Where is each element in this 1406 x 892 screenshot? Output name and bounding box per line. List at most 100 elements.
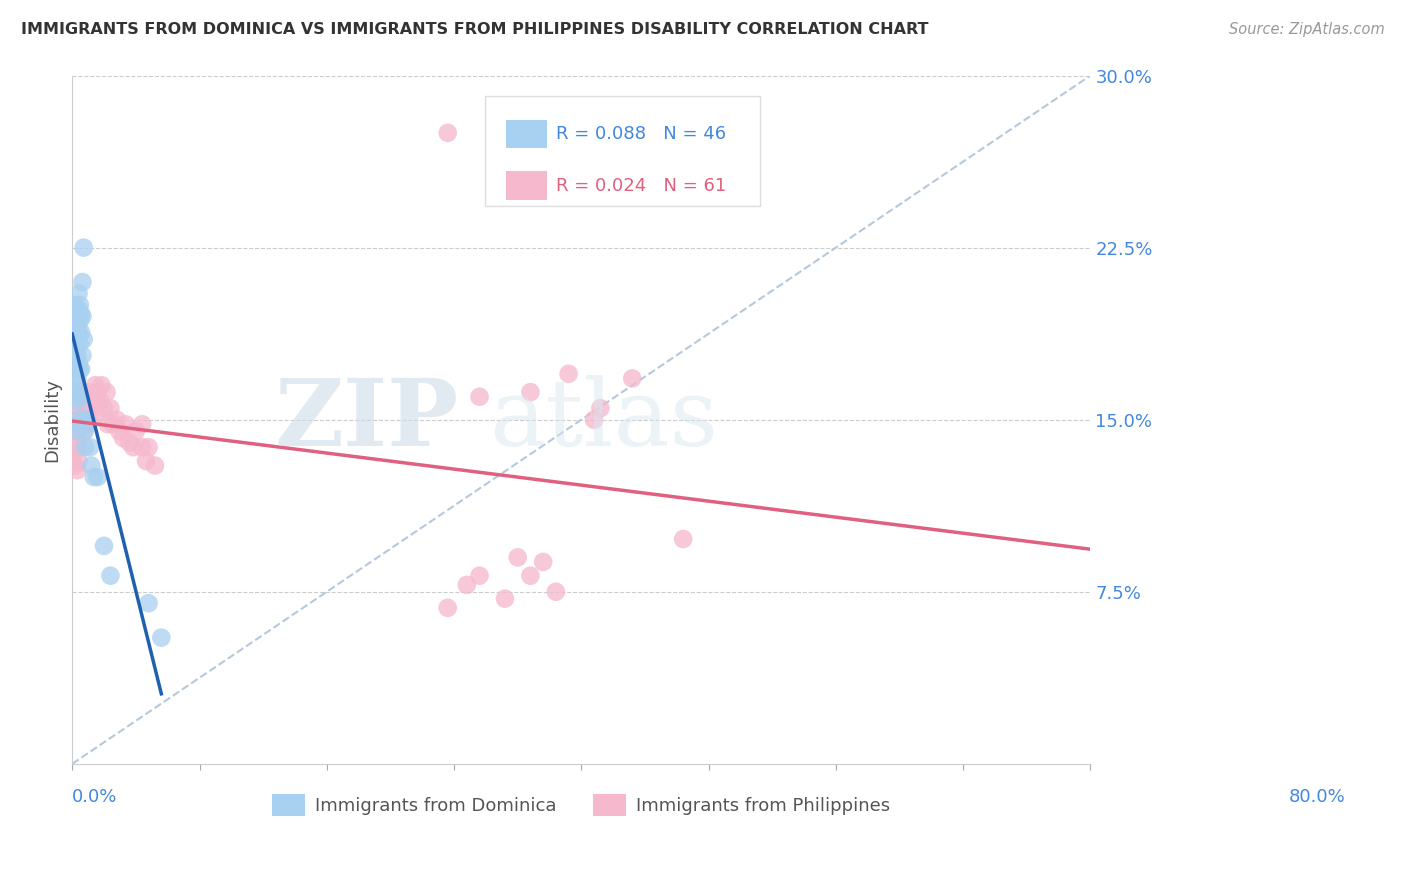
Text: Source: ZipAtlas.com: Source: ZipAtlas.com — [1229, 22, 1385, 37]
Point — [70, 326, 93, 340]
Point — [108, 424, 131, 438]
Point — [69, 298, 91, 312]
Point — [122, 440, 145, 454]
Point — [143, 458, 166, 473]
Point — [125, 424, 148, 438]
Point — [76, 401, 98, 416]
Point — [97, 417, 120, 432]
Point — [73, 424, 96, 438]
Point — [82, 390, 104, 404]
Point — [67, 412, 90, 426]
Point — [63, 332, 86, 346]
FancyBboxPatch shape — [506, 171, 547, 200]
Point — [105, 412, 128, 426]
Point — [70, 362, 93, 376]
Point — [90, 378, 112, 392]
Point — [86, 470, 108, 484]
Point — [66, 424, 89, 438]
Point — [118, 435, 141, 450]
Point — [69, 424, 91, 438]
Point — [96, 385, 118, 400]
Point — [531, 555, 554, 569]
Point — [66, 394, 89, 409]
Point — [67, 355, 90, 369]
Point — [65, 378, 87, 392]
Point — [65, 355, 87, 369]
Point — [70, 307, 93, 321]
Point — [138, 440, 160, 454]
Point — [67, 385, 90, 400]
Text: ZIP: ZIP — [276, 375, 460, 465]
Legend: Immigrants from Dominica, Immigrants from Philippines: Immigrants from Dominica, Immigrants fro… — [264, 787, 898, 823]
Point — [86, 385, 108, 400]
Point — [621, 371, 644, 385]
Point — [73, 424, 96, 438]
Point — [557, 367, 579, 381]
FancyBboxPatch shape — [506, 120, 547, 148]
Point — [86, 408, 108, 422]
Point — [72, 310, 94, 324]
Point — [65, 440, 87, 454]
Point — [66, 463, 89, 477]
Point — [79, 412, 101, 426]
Point — [112, 431, 135, 445]
Point — [456, 578, 478, 592]
Point — [589, 401, 612, 416]
FancyBboxPatch shape — [485, 96, 759, 206]
Point — [436, 126, 458, 140]
Text: IMMIGRANTS FROM DOMINICA VS IMMIGRANTS FROM PHILIPPINES DISABILITY CORRELATION C: IMMIGRANTS FROM DOMINICA VS IMMIGRANTS F… — [21, 22, 928, 37]
Point — [80, 458, 103, 473]
Point — [93, 401, 115, 416]
Point — [67, 440, 90, 454]
Point — [72, 348, 94, 362]
Point — [70, 401, 93, 416]
Point — [67, 326, 90, 340]
Point — [67, 454, 90, 468]
Point — [75, 412, 97, 426]
Point — [72, 275, 94, 289]
Point — [67, 286, 90, 301]
Point — [84, 378, 107, 392]
Point — [73, 332, 96, 346]
Point — [131, 440, 153, 454]
Point — [69, 417, 91, 432]
Point — [93, 539, 115, 553]
Point — [67, 302, 90, 317]
Point — [468, 568, 491, 582]
Point — [131, 417, 153, 432]
Point — [66, 371, 89, 385]
Point — [65, 343, 87, 358]
Point — [62, 321, 84, 335]
Point — [73, 394, 96, 409]
Point — [63, 458, 86, 473]
Point — [506, 550, 529, 565]
Point — [89, 394, 111, 409]
Point — [83, 394, 105, 409]
Text: 80.0%: 80.0% — [1288, 788, 1346, 805]
Point — [101, 417, 124, 432]
Point — [62, 447, 84, 461]
Point — [138, 596, 160, 610]
Point — [63, 298, 86, 312]
Text: atlas: atlas — [489, 375, 718, 465]
Point — [77, 385, 100, 400]
Point — [83, 470, 105, 484]
Text: 0.0%: 0.0% — [72, 788, 118, 805]
Point — [66, 431, 89, 445]
Point — [76, 417, 98, 432]
Point — [75, 417, 97, 432]
Point — [69, 390, 91, 404]
Point — [79, 440, 101, 454]
Point — [80, 401, 103, 416]
Point — [73, 412, 96, 426]
Point — [519, 385, 541, 400]
Point — [150, 631, 173, 645]
Point — [72, 385, 94, 400]
Point — [73, 241, 96, 255]
Point — [73, 440, 96, 454]
Point — [69, 337, 91, 351]
Point — [66, 348, 89, 362]
Point — [114, 417, 136, 432]
Point — [672, 532, 695, 546]
Point — [583, 412, 606, 426]
